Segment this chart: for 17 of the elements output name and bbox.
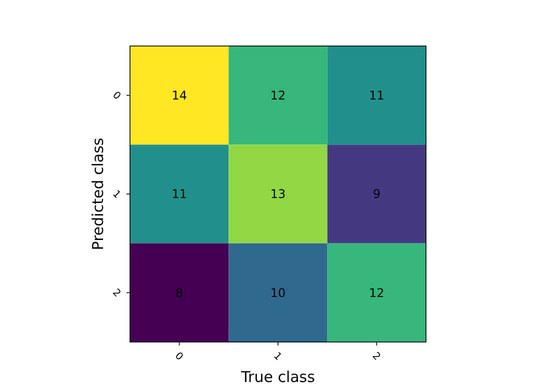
data-label: 10 — [270, 286, 286, 300]
data-label: 8 — [176, 286, 184, 300]
data-label: 12 — [270, 88, 286, 103]
data-label: 11 — [369, 88, 384, 103]
data-label: 11 — [172, 187, 187, 202]
x-axis-title: True class — [240, 368, 316, 384]
y-axis-title: Predicted class — [89, 138, 107, 250]
x-tick-label: 0 — [172, 350, 185, 363]
y-tick-label: 0 — [110, 90, 122, 102]
x-tick-label: 2 — [370, 350, 382, 363]
data-label: 13 — [270, 187, 286, 202]
data-label: 14 — [172, 88, 187, 103]
y-tick-label: 1 — [110, 188, 122, 201]
data-label: 9 — [372, 187, 380, 202]
y-tick-label: 2 — [110, 287, 122, 300]
x-tick-label: 1 — [271, 350, 284, 363]
data-label: 12 — [369, 286, 384, 300]
